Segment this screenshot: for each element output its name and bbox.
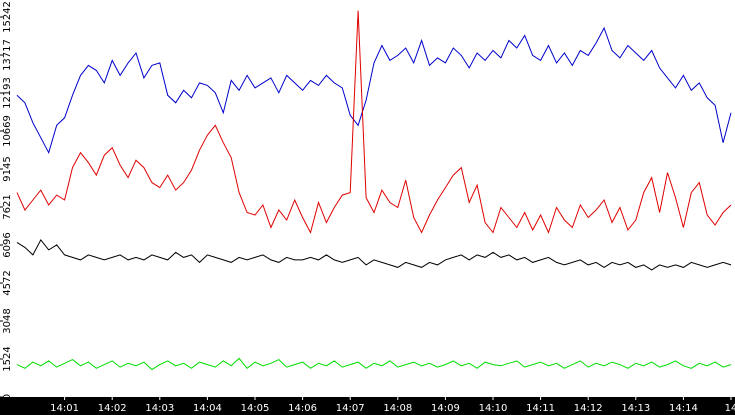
x-tick-label: 14:08	[383, 403, 412, 414]
x-tick-label: 14:13	[621, 403, 650, 414]
x-tick-label: 14:12	[574, 403, 603, 414]
x-tick-label: 14:11	[526, 403, 555, 414]
x-tick-label: 14:04	[193, 403, 222, 414]
y-tick-label: 10669	[2, 115, 13, 147]
series-line	[16, 238, 732, 271]
y-tick-label: 1524	[2, 346, 13, 371]
series-line	[16, 10, 732, 234]
x-axis-band	[0, 397, 735, 415]
series-line	[16, 357, 732, 371]
x-tick-label: 14:01	[50, 403, 79, 414]
x-tick-label: 14:10	[479, 403, 508, 414]
y-tick-label: 12193	[2, 77, 13, 109]
x-tick-label: 14	[725, 403, 735, 414]
y-tick-label: 3048	[2, 308, 13, 333]
y-tick-label: 6096	[2, 232, 13, 257]
y-tick-label: 7621	[2, 194, 13, 219]
x-tick-label: 14:05	[241, 403, 270, 414]
y-tick-label: 15242	[2, 1, 13, 33]
series-line	[16, 26, 732, 155]
y-tick-label: 4572	[2, 270, 13, 295]
x-tick-label: 14:06	[288, 403, 317, 414]
y-tick-label: 0	[2, 394, 13, 400]
x-tick-label: 14:07	[336, 403, 365, 414]
x-tick-label: 14:14	[669, 403, 698, 414]
x-tick-label: 14:09	[431, 403, 460, 414]
x-tick-label: 14:03	[145, 403, 174, 414]
x-tick-label: 14:02	[98, 403, 127, 414]
y-tick-label: 13717	[2, 39, 13, 71]
y-tick-label: 9145	[2, 156, 13, 181]
